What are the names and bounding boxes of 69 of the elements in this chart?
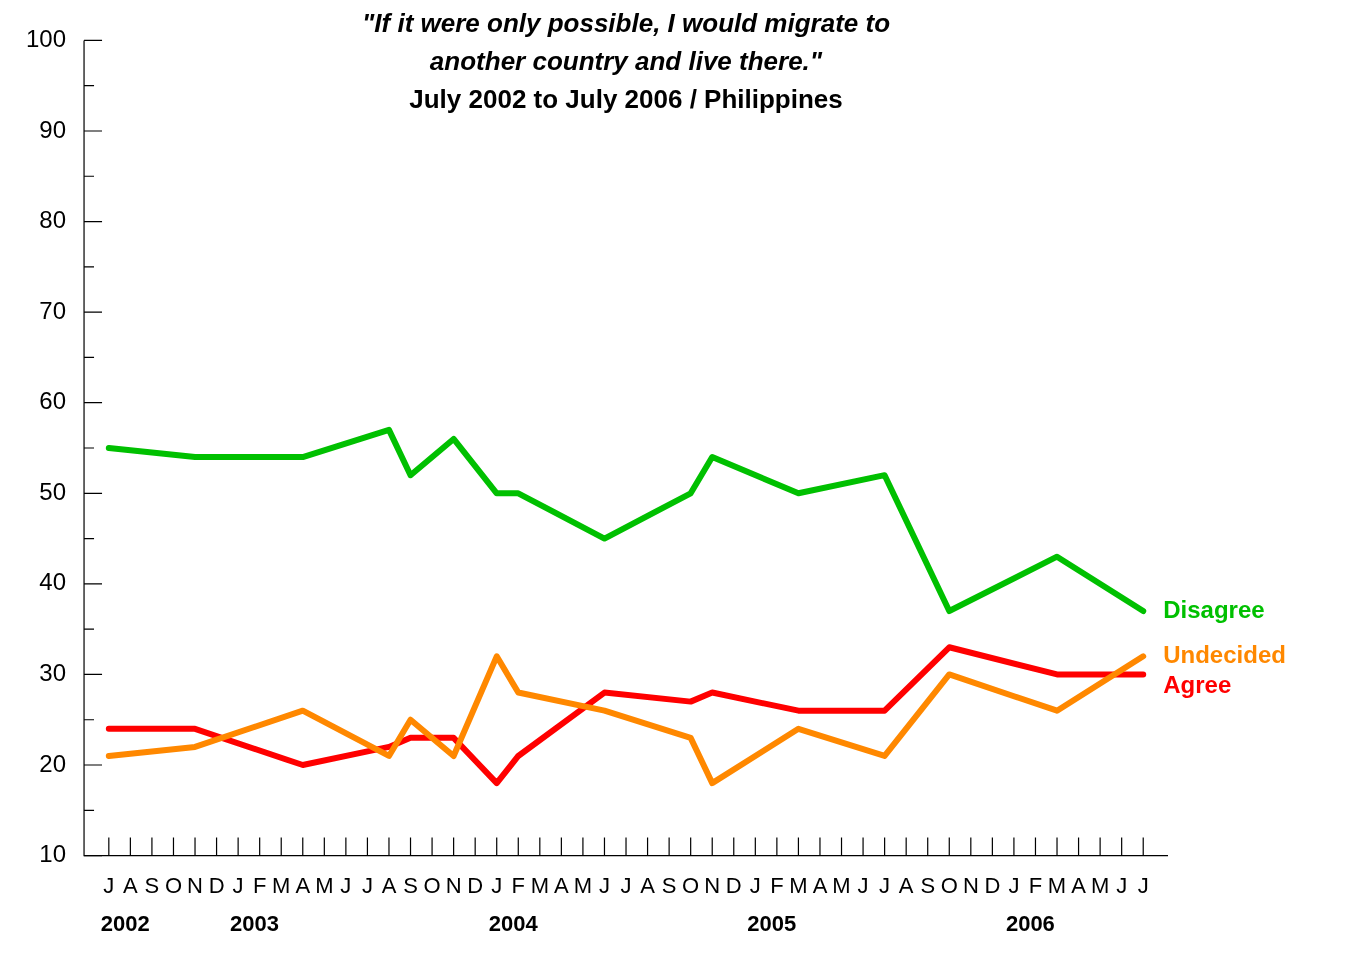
x-tick-label: J <box>232 872 244 898</box>
chart-title: "If it were only possible, I would migrate to another country and live there." <box>361 8 891 77</box>
x-tick-label: A <box>295 872 311 898</box>
x-tick-label: S <box>403 872 418 898</box>
y-tick-label: 70 <box>39 296 67 324</box>
text: 2006 <box>1005 910 1055 936</box>
x-tick-label: A <box>812 872 828 898</box>
y-tick-label: 20 <box>39 749 67 777</box>
x-tick-label: F <box>1028 872 1043 898</box>
text: July 2002 to July 2006 / Philippines <box>409 84 843 115</box>
x-tick-label: J <box>1137 872 1149 898</box>
x-tick-label: A <box>1071 872 1087 898</box>
x-tick-label: D <box>467 872 484 898</box>
x-tick-label: O <box>164 872 183 898</box>
x-tick-label: J <box>103 872 115 898</box>
x-tick-label: J <box>340 872 352 898</box>
y-tick-label: 60 <box>39 387 67 415</box>
x-tick-label: J <box>857 872 869 898</box>
x-tick-label: A <box>381 872 397 898</box>
x-tick-label: M <box>1047 872 1067 898</box>
x-tick-label: N <box>704 872 721 898</box>
y-tick-label: 50 <box>39 477 67 505</box>
text: 2005 <box>747 910 797 936</box>
text: 2002 <box>100 910 150 936</box>
x-tick-label: F <box>252 872 267 898</box>
text: 2003 <box>230 910 280 936</box>
x-tick-label: A <box>640 872 656 898</box>
x-tick-label: A <box>554 872 570 898</box>
x-tick-label: J <box>598 872 610 898</box>
series-label: Agree <box>1163 670 1232 698</box>
series-label: Undecided <box>1163 640 1286 668</box>
x-tick-label: N <box>962 872 979 898</box>
x-tick-label: M <box>272 872 291 898</box>
x-tick-label: D <box>208 872 225 898</box>
x-tick-label: D <box>725 872 742 898</box>
x-tick-label: J <box>491 872 503 898</box>
x-tick-label: O <box>940 872 958 898</box>
x-tick-label: F <box>511 872 525 898</box>
y-tick-label: 90 <box>39 115 67 143</box>
y-tick-label: 10 <box>39 840 67 868</box>
y-tick-label: 30 <box>39 659 67 687</box>
x-tick-label: J <box>620 872 632 898</box>
x-tick-label: M <box>530 872 549 898</box>
x-tick-label: N <box>187 872 203 898</box>
x-tick-label: S <box>920 872 936 898</box>
x-tick-label: O <box>682 872 700 898</box>
x-tick-label: M <box>1090 872 1110 898</box>
x-tick-label: J <box>1008 872 1020 898</box>
y-tick-label: 100 <box>26 25 67 53</box>
x-tick-label: A <box>898 872 914 898</box>
x-tick-label: J <box>879 872 891 898</box>
x-tick-label: F <box>770 872 784 898</box>
x-tick-label: S <box>144 872 160 898</box>
x-tick-label: D <box>984 872 1001 898</box>
x-tick-label: M <box>573 872 593 898</box>
x-tick-label: J <box>361 872 373 898</box>
text: 2004 <box>488 910 539 936</box>
x-tick-label: M <box>315 872 334 898</box>
x-tick-label: J <box>1116 872 1128 898</box>
x-tick-label: S <box>661 872 677 898</box>
y-tick-label: 40 <box>39 568 67 596</box>
x-tick-label: O <box>423 872 441 898</box>
series-label: Disagree <box>1163 595 1265 623</box>
x-tick-label: A <box>123 872 139 898</box>
x-tick-label: J <box>749 872 761 898</box>
x-tick-label: M <box>832 872 851 898</box>
x-tick-label: N <box>445 872 462 898</box>
x-tick-label: M <box>789 872 808 898</box>
y-tick-label: 80 <box>39 206 67 234</box>
